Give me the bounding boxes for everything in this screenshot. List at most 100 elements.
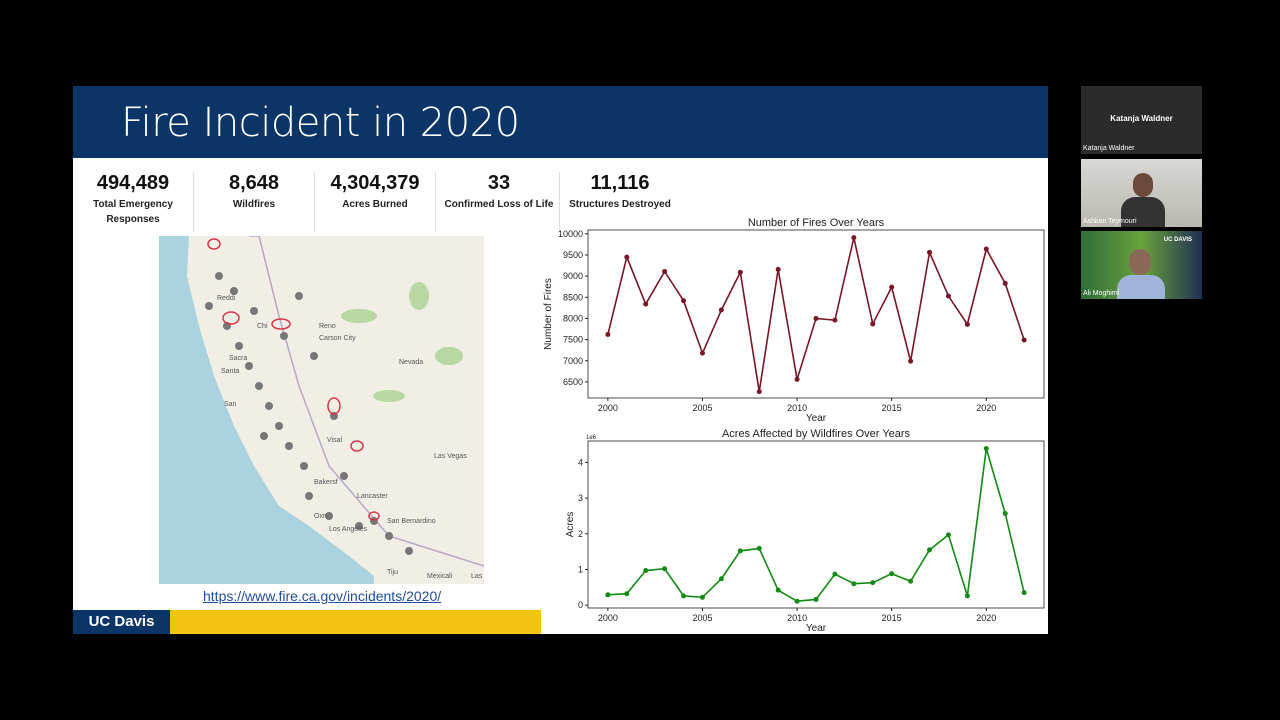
data-point — [908, 358, 914, 364]
stat-value: 494,489 — [96, 172, 170, 194]
x-tick-label: 2005 — [692, 403, 712, 413]
participant-tile: Ashkan Teymouri — [1081, 159, 1202, 227]
participant-name: Katanja Waldner — [1083, 145, 1135, 152]
stat: 8,648 Wildfires — [194, 172, 315, 232]
data-point — [832, 571, 838, 577]
data-point — [794, 598, 800, 604]
data-point — [945, 293, 951, 299]
y-tick-label: 1 — [578, 564, 583, 574]
data-point — [605, 592, 611, 598]
y-tick-label: 8000 — [563, 313, 583, 323]
stat-label: Structures Destroyed — [569, 199, 671, 210]
map-label: Nevada — [399, 359, 423, 366]
data-point — [756, 545, 762, 551]
data-point — [870, 580, 876, 586]
slide-title: Fire Incident in 2020 — [121, 100, 520, 146]
data-point — [908, 578, 914, 584]
stat: 33 Confirmed Loss of Life — [439, 172, 560, 232]
y-tick-label: 10000 — [558, 229, 583, 239]
x-axis-label: Year — [806, 413, 827, 424]
participant-tile: Katanja Waldner Katanja Waldner — [1081, 86, 1202, 154]
data-point — [832, 317, 838, 323]
map-label: Carson City — [319, 335, 356, 342]
map-label: Mexicali — [427, 573, 453, 580]
map-label: Las Lu — [471, 573, 484, 580]
data-point — [889, 284, 895, 290]
y-tick-label: 9000 — [563, 271, 583, 281]
data-point — [1002, 280, 1008, 286]
map-ocean — [159, 236, 374, 584]
stat: 4,304,379 Acres Burned — [315, 172, 436, 232]
data-point — [945, 532, 951, 538]
chart-title: Number of Fires Over Years — [748, 217, 885, 229]
tile-name: Katanja Waldner — [1110, 114, 1173, 123]
y-tick-label: 7000 — [563, 356, 583, 366]
avatar — [1121, 197, 1165, 227]
map-label: Las Vegas — [434, 453, 467, 460]
stat-value: 8,648 — [228, 172, 280, 194]
x-tick-label: 2015 — [882, 403, 902, 413]
x-tick-label: 2020 — [976, 403, 996, 413]
data-point — [1021, 337, 1027, 343]
y-tick-label: 7500 — [563, 335, 583, 345]
y-tick-label: 8500 — [563, 292, 583, 302]
avatar — [1133, 173, 1153, 197]
map-label: San — [224, 401, 237, 408]
data-point — [643, 568, 649, 574]
map-label: Visal — [327, 437, 342, 444]
participant-name: Ashkan Teymouri — [1083, 218, 1137, 225]
stat-label: Acres Burned — [342, 199, 408, 210]
data-point — [737, 548, 743, 554]
data-point — [927, 249, 933, 255]
stat: 11,116 Structures Destroyed — [560, 172, 680, 232]
y-tick-label: 9500 — [563, 250, 583, 260]
data-point — [983, 445, 989, 451]
map-label: Reno — [319, 323, 336, 330]
stat-label: Confirmed Loss of Life — [444, 199, 554, 210]
data-point — [983, 246, 989, 252]
data-point — [718, 307, 724, 313]
x-tick-label: 2010 — [787, 613, 807, 623]
x-tick-label: 2000 — [598, 613, 618, 623]
data-point — [964, 321, 970, 327]
y-tick-label: 3 — [578, 493, 583, 503]
y-tick-label: 4 — [578, 457, 583, 467]
avatar — [1129, 249, 1151, 275]
map-label: Bakersf — [314, 479, 338, 486]
map-label: Santa — [221, 368, 239, 375]
map-parks — [341, 282, 463, 402]
map-label: Oxn — [314, 513, 327, 520]
map: Reddi Chi Reno Carson City Nevada Sacra Santa S… — [159, 236, 484, 584]
x-tick-label: 2010 — [787, 403, 807, 413]
y-axis-label: Acres — [565, 512, 576, 538]
map-label: Sacra — [229, 355, 247, 362]
x-tick-label: 2000 — [598, 403, 618, 413]
map-label: Reddi — [217, 295, 236, 302]
stat-value: 4,304,379 — [330, 172, 420, 194]
data-point — [624, 591, 630, 597]
fire-perimeters — [207, 238, 380, 521]
y-tick-label: 0 — [578, 600, 583, 610]
stat: 494,489 Total Emergency Responses — [73, 172, 194, 232]
data-point — [889, 571, 895, 577]
data-point — [718, 576, 724, 582]
stat-value: 33 — [487, 172, 511, 194]
map-label: Tiju — [387, 569, 398, 576]
data-point — [681, 593, 687, 599]
data-point — [681, 298, 687, 304]
stat-label: Total Emergency Responses — [93, 199, 173, 225]
participant-tile: UC DAVIS Ali Moghimi — [1081, 231, 1202, 299]
data-point — [605, 332, 611, 338]
data-point — [1002, 510, 1008, 516]
stat-label: Wildfires — [232, 199, 276, 210]
data-point — [851, 235, 857, 241]
map-label: San Bernardino — [387, 518, 436, 525]
stat-value: 11,116 — [590, 172, 650, 194]
plot-area — [587, 440, 1045, 609]
data-point — [699, 594, 705, 600]
source-link[interactable]: https://www.fire.ca.gov/incidents/2020/ — [203, 588, 442, 604]
x-tick-label: 2005 — [692, 613, 712, 623]
y-tick-label: 6500 — [563, 377, 583, 387]
